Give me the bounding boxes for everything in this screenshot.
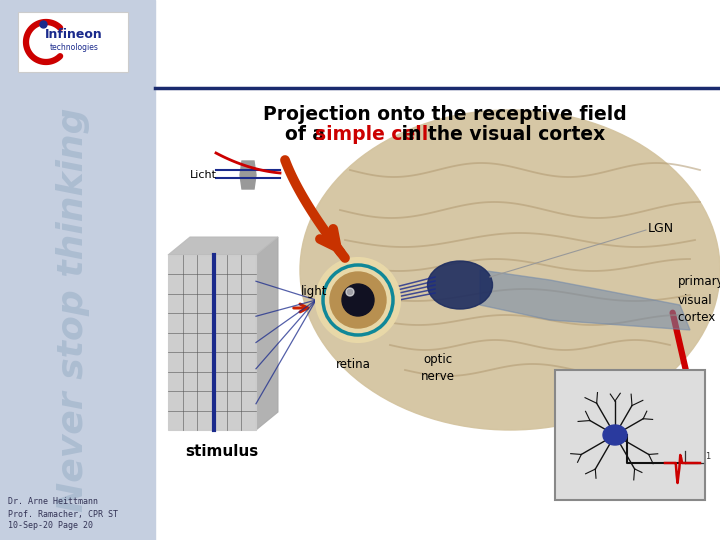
Circle shape (346, 288, 354, 296)
Ellipse shape (603, 425, 627, 445)
Text: technologies: technologies (50, 44, 99, 52)
Ellipse shape (300, 110, 720, 430)
Text: in the visual cortex: in the visual cortex (395, 125, 606, 145)
Text: Never stop thinking: Never stop thinking (56, 108, 90, 512)
Text: Licht: Licht (190, 170, 217, 180)
Polygon shape (168, 255, 256, 430)
Ellipse shape (428, 261, 492, 309)
Circle shape (216, 143, 280, 207)
Text: optic
nerve: optic nerve (421, 353, 455, 383)
Text: simple cell: simple cell (315, 125, 428, 145)
Polygon shape (480, 270, 690, 330)
Text: 1: 1 (705, 452, 710, 461)
Text: of a: of a (285, 125, 331, 145)
Text: Prof. Ramacher, CPR ST: Prof. Ramacher, CPR ST (8, 510, 118, 518)
Text: 10-Sep-20 Page 20: 10-Sep-20 Page 20 (8, 522, 93, 530)
Circle shape (342, 284, 374, 316)
Bar (0, 0, 155, 540)
Text: light: light (301, 286, 328, 299)
Bar (18, 12, 128, 72)
Text: LGN: LGN (648, 221, 674, 234)
Polygon shape (240, 161, 256, 189)
Polygon shape (168, 237, 278, 255)
Text: primary
visual
cortex (V1): primary visual cortex (V1) (678, 275, 720, 325)
Circle shape (330, 272, 386, 328)
Circle shape (316, 258, 400, 342)
Bar (555, 370, 705, 500)
Polygon shape (256, 237, 278, 430)
Text: Projection onto the receptive field: Projection onto the receptive field (263, 105, 627, 125)
Text: Infineon: Infineon (45, 28, 103, 40)
Text: retina: retina (336, 359, 370, 372)
Text: stimulus: stimulus (185, 444, 258, 460)
Text: Dr. Arne Heittmann: Dr. Arne Heittmann (8, 497, 98, 507)
